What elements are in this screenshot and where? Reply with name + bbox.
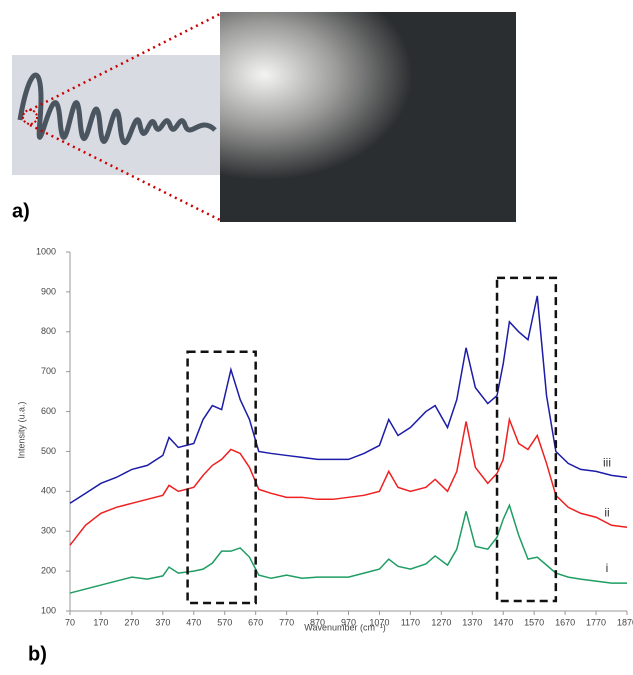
x-tick-label: 470 [186,617,201,627]
x-tick-label: 170 [93,617,108,627]
x-tick-label: 870 [310,617,325,627]
x-tick-label: 1870 [617,617,633,627]
x-tick-label: 1670 [555,617,575,627]
x-tick-label: 570 [217,617,232,627]
series-label: i [606,561,609,575]
y-tick-label: 500 [41,446,56,456]
y-tick-label: 100 [41,605,56,615]
signature-stroke [17,72,217,145]
highlight-box [495,276,558,603]
y-tick-label: 700 [41,366,56,376]
micrograph-photo [220,12,516,222]
highlight-box [186,350,257,605]
y-axis-label: Intensity (u.a.) [16,401,26,458]
x-tick-label: 270 [124,617,139,627]
x-tick-label: 1370 [462,617,482,627]
series-line [69,295,628,504]
y-tick-label: 300 [41,526,56,536]
x-tick-label: 770 [279,617,294,627]
series-label: ii [604,505,609,519]
zoom-circle [22,109,38,125]
x-tick-label: 70 [65,617,75,627]
x-tick-label: 1070 [369,617,389,627]
x-tick-label: 1470 [493,617,513,627]
series-line [69,416,628,546]
x-tick-label: 1270 [431,617,451,627]
x-tick-label: 670 [248,617,263,627]
x-tick-label: 970 [341,617,356,627]
x-tick-label: 1170 [401,617,420,627]
y-tick-label: 900 [41,286,56,296]
y-tick-label: 200 [41,565,56,575]
y-tick-label: 800 [41,326,56,336]
x-tick-label: 1770 [586,617,606,627]
series-label: iii [603,456,611,470]
panel-label: b) [28,643,47,665]
y-tick-label: 400 [41,486,56,496]
series-line [69,503,627,594]
panel-label: a) [12,200,30,222]
y-tick-label: 600 [41,406,56,416]
x-tick-label: 1570 [524,617,544,627]
x-axis-label: Wavenumber (cm⁻¹) [304,622,385,632]
x-tick-label: 370 [155,617,170,627]
y-tick-label: 1000 [36,246,56,256]
